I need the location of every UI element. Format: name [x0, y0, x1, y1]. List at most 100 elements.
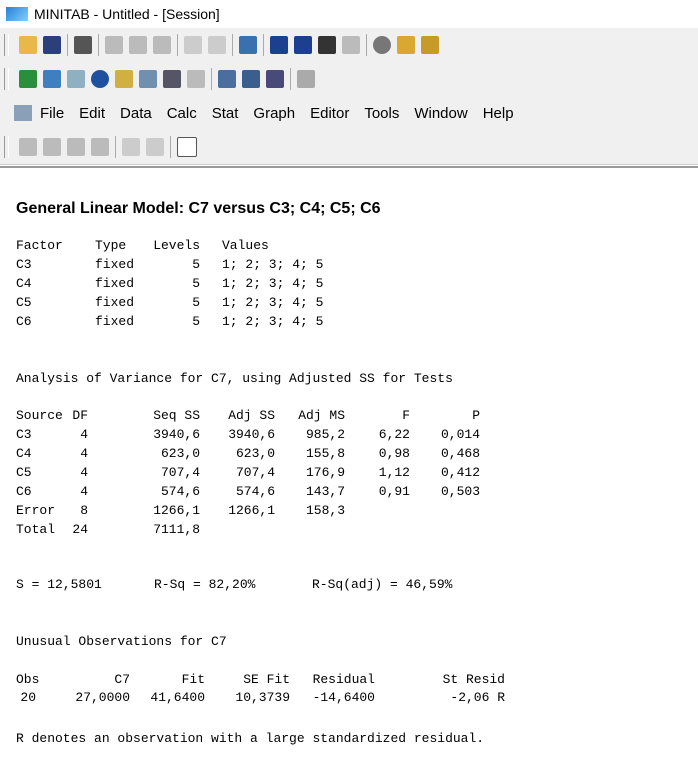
project-button[interactable]	[19, 70, 37, 88]
menu-item[interactable]: Stat	[211, 104, 239, 122]
header-row: Source DF Seq SS Adj SS Adj MS F P	[16, 408, 480, 423]
cell: C7	[114, 672, 130, 687]
cell: 1,12	[378, 465, 410, 480]
open-button[interactable]	[19, 36, 37, 54]
anova-title: Analysis of Variance for C7, using Adjus…	[16, 371, 453, 386]
cell: 7111,8	[153, 522, 200, 537]
menu-item[interactable]: Help	[482, 104, 514, 122]
summary-item: R-Sq(adj) = 46,59%	[312, 577, 453, 592]
cell: Seq SS	[153, 408, 200, 423]
cell: Fit	[181, 672, 205, 687]
standard-toolbar	[4, 30, 439, 60]
report-button[interactable]	[139, 70, 157, 88]
redo-button[interactable]	[208, 36, 226, 54]
cell: 623,0	[235, 446, 275, 461]
menu-item[interactable]: Graph	[253, 104, 296, 122]
menu-bar: File Edit Data Calc Stat Graph Editor Tools Wind…	[4, 98, 529, 128]
cell: 1266,1	[228, 503, 275, 518]
data-row: C4 fixed 5 1; 2; 3; 4; 5	[16, 276, 332, 291]
cell: 0,503	[440, 484, 480, 499]
menu-item[interactable]: Edit	[79, 104, 106, 122]
cell: fixed	[95, 295, 135, 310]
undo-button[interactable]	[184, 36, 202, 54]
cell: 4	[80, 446, 88, 461]
cell: fixed	[95, 314, 135, 329]
cell: C4	[16, 276, 32, 291]
title-bar: MINITAB - Untitled - [Session]	[0, 0, 698, 28]
tool-3[interactable]	[67, 138, 85, 156]
cell: Total	[16, 522, 56, 537]
paste-button[interactable]	[153, 36, 171, 54]
show-data-button[interactable]	[242, 70, 260, 88]
cell: C5	[16, 295, 32, 310]
tool-4[interactable]	[91, 138, 109, 156]
cell: C3	[16, 257, 32, 272]
prev-button[interactable]	[270, 36, 288, 54]
cell: 176,9	[305, 465, 345, 480]
save-button[interactable]	[43, 36, 61, 54]
cell: P	[472, 408, 480, 423]
cell: C4	[16, 446, 32, 461]
tool-6[interactable]	[146, 138, 164, 156]
worksheet-button[interactable]	[43, 70, 61, 88]
help-button[interactable]	[397, 36, 415, 54]
cell: 1; 2; 3; 4; 5	[222, 314, 324, 329]
cell: St Resid	[442, 672, 505, 687]
cut-button[interactable]	[105, 36, 123, 54]
data-row: Total 24 7111,8	[16, 522, 200, 537]
menu-item[interactable]: Calc	[166, 104, 197, 122]
info-button[interactable]	[91, 70, 109, 88]
cell: 27,0000	[75, 690, 130, 705]
cell: 8	[80, 503, 88, 518]
data-row: 20 27,0000 41,6400 10,3739 -14,6400 -2,06 R	[16, 690, 505, 705]
menu-item[interactable]: File	[40, 104, 65, 122]
cell: 0,91	[378, 484, 410, 499]
menu-item[interactable]: Tools	[364, 104, 400, 122]
cell: -14,6400	[312, 690, 375, 705]
session-icon	[14, 105, 32, 121]
app-icon	[6, 7, 28, 21]
eraser-button[interactable]	[177, 137, 197, 157]
cell: 985,2	[305, 427, 345, 442]
toolbars: File Edit Data Calc Stat Graph Editor Tools Wind…	[0, 28, 698, 165]
show-session-button[interactable]	[218, 70, 236, 88]
summary-item: R-Sq = 82,20%	[154, 577, 256, 592]
print-button[interactable]	[74, 36, 92, 54]
cell: 0,412	[440, 465, 480, 480]
graph-toolbar	[4, 132, 197, 162]
show-graphs-button[interactable]	[266, 70, 284, 88]
cell: 0,468	[440, 446, 480, 461]
tool-2[interactable]	[43, 138, 61, 156]
replace-button[interactable]	[342, 36, 360, 54]
graphs-button[interactable]	[67, 70, 85, 88]
tool-5[interactable]	[122, 138, 140, 156]
cell: fixed	[95, 276, 135, 291]
menu-item[interactable]: Window	[414, 104, 468, 122]
next-button[interactable]	[294, 36, 312, 54]
copy-button[interactable]	[129, 36, 147, 54]
data-row: C4 4 623,0 623,0 155,8 0,98 0,468	[16, 446, 480, 461]
cancel-button[interactable]	[373, 36, 391, 54]
cell: 3940,6	[228, 427, 275, 442]
close-graphs-button[interactable]	[297, 70, 315, 88]
cell: C5	[16, 465, 32, 480]
data-row: C5 fixed 5 1; 2; 3; 4; 5	[16, 295, 332, 310]
history-button[interactable]	[115, 70, 133, 88]
data-row: C6 4 574,6 574,6 143,7 0,91 0,503	[16, 484, 480, 499]
menu-item[interactable]: Data	[120, 104, 152, 122]
cell: Levels	[153, 238, 200, 253]
session-button[interactable]	[239, 36, 257, 54]
menu-item[interactable]: Editor	[310, 104, 350, 122]
cell: 3940,6	[153, 427, 200, 442]
find-button[interactable]	[318, 36, 336, 54]
cell: 623,0	[160, 446, 200, 461]
related-button[interactable]	[163, 70, 181, 88]
manager-button[interactable]	[187, 70, 205, 88]
stat-guide-button[interactable]	[421, 36, 439, 54]
tool-1[interactable]	[19, 138, 37, 156]
cell: Values	[222, 238, 269, 253]
cell: C6	[16, 314, 32, 329]
data-row: Error 8 1266,1 1266,1 158,3	[16, 503, 345, 518]
cell: 4	[80, 484, 88, 499]
data-row: C6 fixed 5 1; 2; 3; 4; 5	[16, 314, 332, 329]
